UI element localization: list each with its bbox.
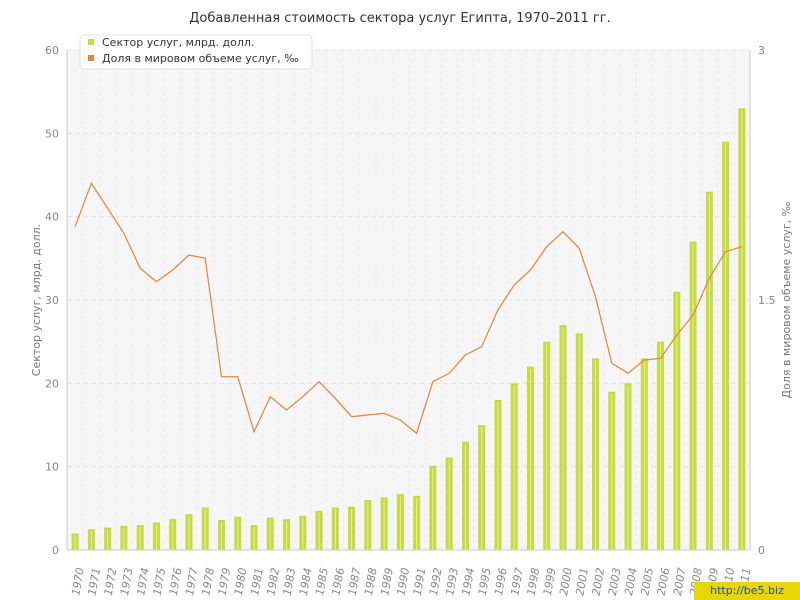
x-tick-1979: 1979 [216,567,234,597]
x-tick-1995: 1995 [476,567,494,597]
x-tick-1985: 1985 [313,567,331,597]
y-axis-label: Сектор услуг, млрд. долл. [30,224,43,376]
legend[interactable]: Сектор услуг, млрд. долл. Доля в мировом… [79,34,313,70]
x-tick-1984: 1984 [297,567,315,597]
x-tick-1992: 1992 [427,567,445,597]
legend-swatch-line [88,55,94,61]
watermark-link[interactable]: http://be5.biz [694,582,800,600]
x-tick-2002: 2002 [590,567,608,597]
y-tick-20: 20 [45,377,59,390]
x-tick-2004: 2004 [622,567,640,597]
x-tick-1983: 1983 [281,567,299,597]
grid [67,49,751,550]
x-tick-1972: 1972 [102,567,120,597]
x-tick-1986: 1986 [329,567,347,597]
bar-series [71,108,746,550]
x-tick-1994: 1994 [460,567,478,597]
x-tick-1997: 1997 [508,567,526,597]
x-tick-2005: 2005 [638,567,656,597]
x-tick-1980: 1980 [232,567,250,597]
y-tick-10: 10 [45,461,59,474]
x-tick-1974: 1974 [134,567,152,597]
y-tick-0: 0 [52,544,59,557]
x-tick-1990: 1990 [395,567,413,597]
x-tick-1981: 1981 [248,567,266,597]
y2-tick-3: 3 [758,44,765,57]
chart-title: Добавленная стоимость сектора услуг Егип… [189,11,610,26]
x-tick-1988: 1988 [362,567,380,597]
share-line [74,181,743,435]
y2-axis-ticks: 01.53 [758,44,776,557]
x-tick-1976: 1976 [167,567,185,597]
x-tick-1998: 1998 [525,567,543,597]
legend-box [79,34,313,70]
y2-axis-label: Доля в мировом объеме услуг, ‰ [780,201,793,398]
y2-tick-1.5: 1.5 [758,294,776,307]
x-tick-1977: 1977 [183,567,201,597]
y-axis-ticks: 0 10 20 30 40 50 60 [45,44,59,557]
x-tick-2001: 2001 [573,567,591,597]
x-tick-1996: 1996 [492,567,510,597]
y2-tick-0: 0 [758,544,765,557]
x-tick-1975: 1975 [151,567,169,597]
x-tick-2007: 2007 [671,567,689,597]
legend-label-bars: Сектор услуг, млрд. долл. [102,36,254,49]
x-tick-2003: 2003 [606,567,624,597]
x-tick-1999: 1999 [541,567,559,597]
x-tick-1982: 1982 [264,567,282,597]
x-tick-1971: 1971 [86,567,104,597]
x-tick-2000: 2000 [557,567,575,597]
legend-swatch-bars [88,39,94,45]
x-tick-1993: 1993 [443,567,461,597]
x-tick-1989: 1989 [378,567,396,597]
x-tick-1970: 1970 [69,567,87,597]
legend-label-line: Доля в мировом объеме услуг, ‰ [102,52,299,65]
y-tick-40: 40 [45,211,59,224]
y-tick-30: 30 [45,294,59,307]
x-axis-ticks: 1970197119721973197419751976197719781979… [69,567,753,597]
x-tick-1973: 1973 [118,567,136,597]
x-tick-1978: 1978 [199,567,217,597]
x-tick-2006: 2006 [655,567,673,597]
x-tick-1987: 1987 [346,567,364,597]
x-tick-1991: 1991 [411,567,429,597]
y-tick-60: 60 [45,44,59,57]
y-tick-50: 50 [45,127,59,140]
